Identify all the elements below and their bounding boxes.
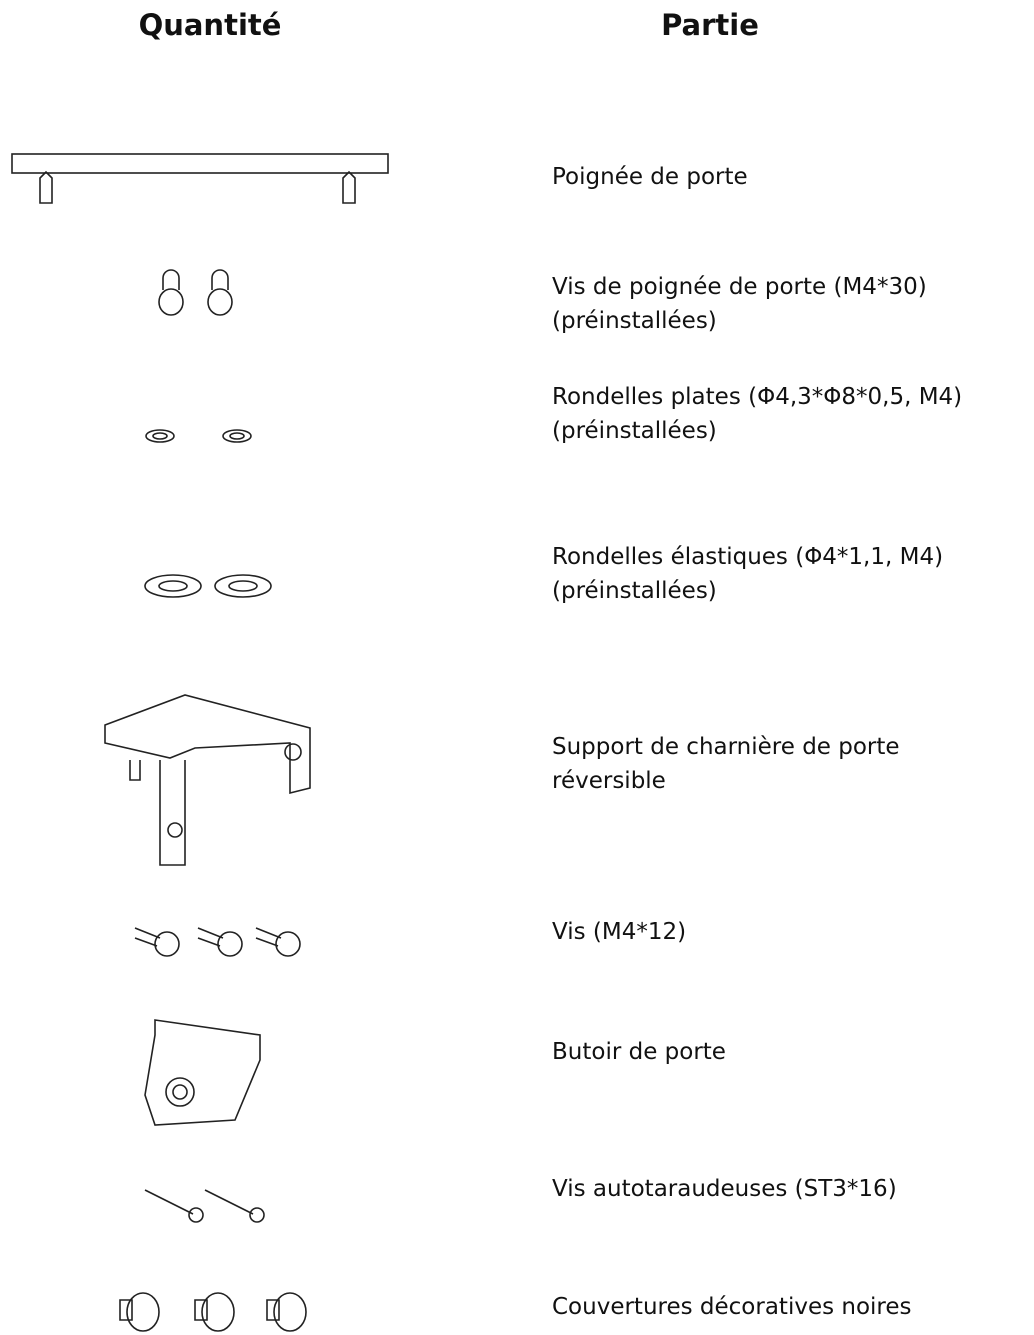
door-stop — [144, 1019, 261, 1126]
part-row: Rondelles plates (Φ4,3*Φ8*0,5, M4) (préin… — [552, 380, 962, 448]
part-text: Rondelles plates (Φ4,3*Φ8*0,5, M4) — [552, 384, 963, 410]
part-text: Rondelles élastiques (Φ4*1,1, M4) — [552, 544, 944, 570]
part-text: (préinstallées) — [552, 578, 717, 604]
handle-legs — [39, 170, 356, 204]
part-text: Vis de poignée de porte (M4*30) — [552, 274, 927, 300]
part-text: Couvertures décoratives noires — [552, 1294, 912, 1320]
part-text: Poignée de porte — [552, 164, 748, 190]
part-text: Butoir de porte — [552, 1039, 726, 1065]
quantity-header: Quantité — [138, 8, 282, 42]
covers — [119, 1292, 307, 1332]
handle — [11, 153, 389, 174]
part-row: Vis de poignée de porte (M4*30) (préinsta… — [552, 270, 927, 338]
part-row: Vis autotaraudeuses (ST3*16) — [552, 1172, 897, 1206]
spring-washers — [144, 574, 272, 598]
flat-washers — [145, 429, 252, 443]
part-row: Butoir de porte — [552, 1035, 726, 1069]
part-row: Support de charnière de porte réversible — [552, 730, 900, 798]
part-row: Rondelles élastiques (Φ4*1,1, M4) (préins… — [552, 540, 943, 608]
part-text: Vis autotaraudeuses (ST3*16) — [552, 1176, 897, 1202]
part-text: Support de charnière de porte — [552, 734, 900, 760]
part-row: Couvertures décoratives noires — [552, 1290, 912, 1324]
screws-m4-30 — [158, 269, 233, 316]
part-text: (préinstallées) — [552, 418, 717, 444]
tapping-screws — [144, 1189, 265, 1223]
part-text: (préinstallées) — [552, 308, 717, 334]
part-header: Partie — [661, 8, 759, 42]
part-text: Vis (M4*12) — [552, 919, 687, 945]
part-text: réversible — [552, 768, 666, 794]
part-row: Poignée de porte — [552, 160, 748, 194]
hinge — [104, 694, 311, 866]
screws-m4-12 — [134, 927, 301, 957]
part-row: Vis (M4*12) — [552, 915, 686, 949]
